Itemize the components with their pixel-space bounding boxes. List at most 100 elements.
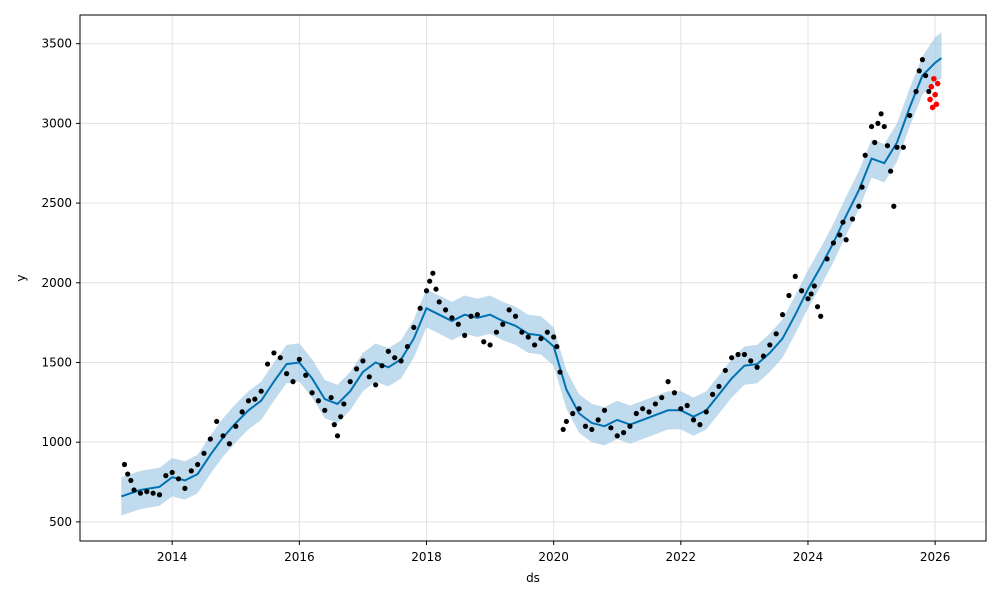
observed-point: [659, 394, 665, 401]
observed-point: [907, 112, 913, 119]
uncertainty-band: [121, 32, 942, 516]
observed-point: [331, 422, 337, 428]
observed-point: [554, 343, 560, 350]
observed-point: [799, 288, 805, 294]
observed-point: [716, 383, 722, 389]
x-tick-label: 2022: [666, 550, 697, 564]
observed-point: [646, 409, 652, 415]
observed-point: [156, 492, 163, 498]
observed-point: [824, 256, 830, 262]
observed-point: [150, 490, 156, 496]
observed-point: [144, 488, 150, 495]
x-tick-label: 2016: [284, 550, 315, 564]
observed-point: [570, 410, 576, 417]
x-tick-label: 2026: [920, 550, 951, 564]
x-tick-label: 2018: [411, 550, 442, 564]
observed-point: [576, 406, 582, 412]
observed-point: [315, 398, 322, 404]
observed-point: [163, 473, 169, 479]
observed-point: [334, 433, 341, 439]
x-tick-label: 2024: [793, 550, 824, 564]
observed-point: [830, 240, 837, 246]
observed-point: [633, 410, 639, 417]
x-tick-label: 2014: [157, 550, 188, 564]
observed-point: [748, 358, 754, 364]
observed-point: [493, 329, 500, 335]
observed-point: [582, 423, 589, 429]
observed-points-group: [121, 57, 932, 498]
y-tick-label: 2000: [41, 276, 72, 290]
observed-point: [290, 379, 296, 385]
observed-point: [264, 361, 271, 367]
y-tick-label: 1000: [41, 435, 72, 449]
observed-point: [284, 371, 290, 377]
observed-point: [884, 143, 891, 149]
observed-point: [690, 417, 697, 423]
observed-point: [608, 425, 614, 431]
observed-point: [392, 355, 398, 361]
observed-point: [843, 237, 849, 243]
observed-point: [226, 441, 233, 447]
observed-point: [201, 450, 207, 456]
observed-point: [131, 487, 137, 493]
observed-point: [859, 184, 865, 190]
observed-point: [671, 390, 678, 396]
observed-point: [684, 402, 690, 409]
test-point: [934, 80, 941, 87]
observed-point: [296, 356, 302, 362]
observed-point: [665, 379, 671, 385]
observed-point: [379, 363, 385, 369]
observed-point: [353, 366, 360, 372]
observed-point: [697, 422, 703, 428]
observed-point: [347, 379, 353, 385]
observed-point: [436, 299, 442, 305]
observed-point: [894, 144, 900, 150]
observed-point: [277, 355, 283, 361]
observed-point: [474, 312, 480, 318]
observed-point: [773, 331, 779, 337]
observed-point: [245, 398, 252, 404]
observed-point: [805, 296, 811, 302]
observed-point: [385, 348, 391, 354]
test-point: [928, 83, 935, 90]
observed-point: [627, 423, 633, 429]
observed-point: [360, 358, 366, 364]
observed-point: [137, 490, 143, 496]
observed-point: [322, 407, 328, 413]
observed-point: [433, 286, 439, 292]
observed-point: [856, 203, 862, 209]
observed-point: [121, 461, 128, 468]
observed-point: [614, 433, 620, 439]
observed-point: [779, 312, 786, 318]
observed-point: [442, 307, 449, 313]
observed-point: [621, 430, 627, 436]
observed-point: [754, 364, 760, 370]
observed-point: [888, 168, 894, 174]
y-tick-label: 500: [49, 515, 72, 529]
observed-point: [891, 203, 897, 209]
observed-point: [411, 324, 417, 331]
observed-point: [811, 283, 817, 289]
observed-point: [881, 123, 887, 130]
y-axis: 500 1000 1500 2000 2500 3000 3500: [41, 37, 80, 529]
observed-point: [525, 334, 531, 340]
forecast-line: [120, 57, 943, 498]
observed-point: [258, 388, 264, 394]
observed-point: [703, 409, 709, 415]
observed-point: [868, 123, 875, 130]
observed-point: [220, 433, 226, 439]
observed-point: [916, 68, 922, 74]
observed-point: [601, 407, 608, 413]
observed-point: [404, 343, 411, 350]
observed-point: [900, 144, 906, 150]
observed-point: [207, 436, 213, 442]
observed-point: [878, 111, 884, 117]
observed-point: [512, 313, 519, 319]
observed-point: [423, 288, 430, 294]
observed-point: [169, 469, 175, 476]
observed-point: [767, 342, 773, 348]
observed-point: [729, 355, 735, 361]
observed-point: [303, 372, 309, 378]
observed-point: [449, 315, 455, 321]
